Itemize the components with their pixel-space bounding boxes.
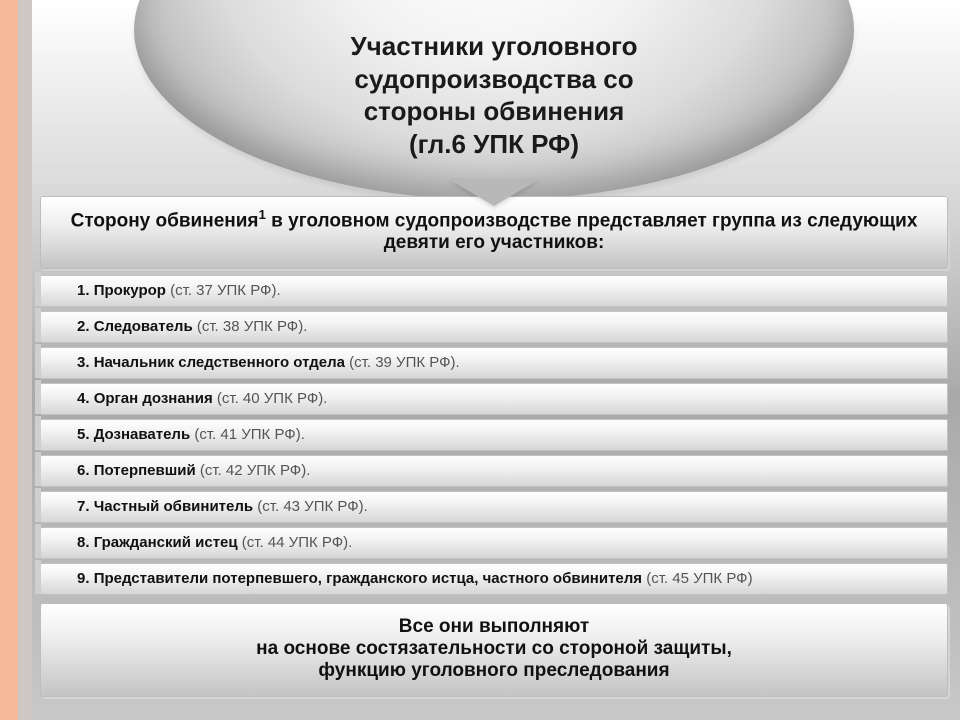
subtitle-post: в уголовном судопроизводстве представляе… bbox=[266, 210, 918, 253]
item-num: 3. bbox=[77, 354, 90, 371]
item-num: 5. bbox=[77, 426, 90, 443]
item-name: Потерпевший bbox=[94, 462, 196, 479]
list-item: 5. Дознаватель (ст. 41 УПК РФ). bbox=[40, 419, 948, 451]
item-name: Начальник следственного отдела bbox=[94, 354, 345, 371]
item-ref: (ст. 45 УПК РФ) bbox=[646, 570, 752, 587]
list-item: 8. Гражданский истец (ст. 44 УПК РФ). bbox=[40, 527, 948, 559]
list-item: 6. Потерпевший (ст. 42 УПК РФ). bbox=[40, 455, 948, 487]
list-item: 9. Представители потерпевшего, гражданск… bbox=[40, 563, 948, 595]
slide-content: Участники уголовногосудопроизводства сос… bbox=[40, 0, 948, 720]
item-name: Прокурор bbox=[94, 282, 166, 299]
arrow-down-icon bbox=[450, 180, 538, 206]
item-ref: (ст. 39 УПК РФ). bbox=[349, 354, 460, 371]
item-num: 2. bbox=[77, 318, 90, 335]
item-name: Дознаватель bbox=[94, 426, 191, 443]
footer-bar: Все они выполняютна основе состязательно… bbox=[40, 603, 948, 697]
item-ref: (ст. 41 УПК РФ). bbox=[194, 426, 305, 443]
item-name: Представители потерпевшего, гражданского… bbox=[94, 570, 642, 587]
participants-list: 1. Прокурор (ст. 37 УПК РФ). 2. Следовате… bbox=[40, 275, 948, 595]
item-ref: (ст. 37 УПК РФ). bbox=[170, 282, 281, 299]
title-line: (гл.6 УПК РФ) bbox=[174, 128, 814, 161]
item-name: Гражданский истец bbox=[94, 534, 238, 551]
title-line: судопроизводства со bbox=[174, 63, 814, 96]
item-num: 9. bbox=[77, 570, 90, 587]
item-ref: (ст. 40 УПК РФ). bbox=[217, 390, 328, 407]
item-ref: (ст. 38 УПК РФ). bbox=[197, 318, 308, 335]
title-ellipse-wrap: Участники уголовногосудопроизводства сос… bbox=[40, 0, 948, 190]
subtitle-bar: Сторону обвинения1 в уголовном судопроиз… bbox=[40, 196, 948, 269]
item-name: Следователь bbox=[94, 318, 193, 335]
list-item: 2. Следователь (ст. 38 УПК РФ). bbox=[40, 311, 948, 343]
subtitle-pre: Сторону обвинения bbox=[71, 210, 259, 231]
item-ref: (ст. 44 УПК РФ). bbox=[242, 534, 353, 551]
item-ref: (ст. 42 УПК РФ). bbox=[200, 462, 311, 479]
accent-bar-left-2 bbox=[18, 0, 32, 720]
item-name: Частный обвинитель bbox=[94, 498, 253, 515]
subtitle-sup: 1 bbox=[259, 207, 266, 222]
title-line: Участники уголовного bbox=[174, 30, 814, 63]
list-item: 4. Орган дознания (ст. 40 УПК РФ). bbox=[40, 383, 948, 415]
slide-title: Участники уголовногосудопроизводства сос… bbox=[174, 30, 814, 160]
item-num: 4. bbox=[77, 390, 90, 407]
title-line: стороны обвинения bbox=[174, 95, 814, 128]
footer-line: Все они выполняют bbox=[53, 616, 935, 638]
item-ref: (ст. 43 УПК РФ). bbox=[257, 498, 368, 515]
item-num: 1. bbox=[77, 282, 90, 299]
footer-line: на основе состязательности со стороной з… bbox=[53, 638, 935, 660]
item-name: Орган дознания bbox=[94, 390, 213, 407]
list-item: 3. Начальник следственного отдела (ст. 3… bbox=[40, 347, 948, 379]
item-num: 6. bbox=[77, 462, 90, 479]
footer-line: функцию уголовного преследования bbox=[53, 660, 935, 682]
list-item: 7. Частный обвинитель (ст. 43 УПК РФ). bbox=[40, 491, 948, 523]
list-item: 1. Прокурор (ст. 37 УПК РФ). bbox=[40, 275, 948, 307]
item-num: 8. bbox=[77, 534, 90, 551]
accent-bar-left bbox=[0, 0, 18, 720]
item-num: 7. bbox=[77, 498, 90, 515]
